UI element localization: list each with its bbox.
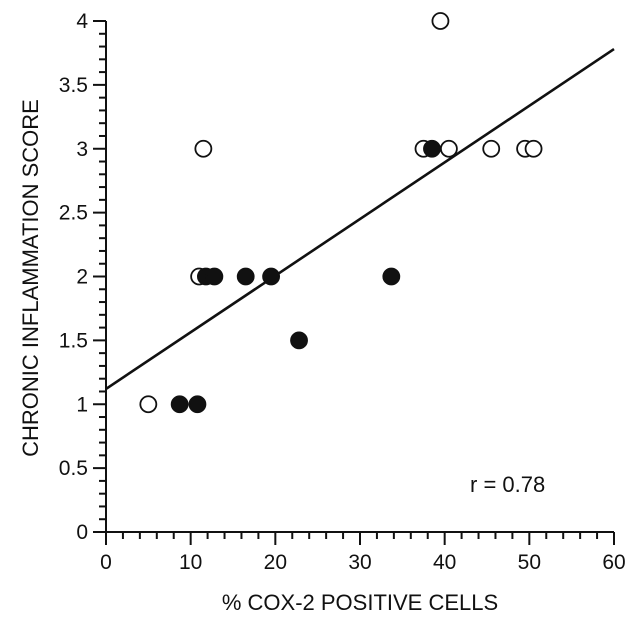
y-tick-label: 1: [76, 393, 88, 416]
x-tick-label: 30: [348, 551, 371, 574]
filled-data-point: [236, 267, 255, 286]
x-axis-title: % COX-2 POSITIVE CELLS: [222, 590, 498, 615]
correlation-annotation: r = 0.78: [470, 472, 545, 497]
y-tick-label: 0.5: [59, 457, 88, 480]
open-data-point: [139, 395, 158, 414]
filled-data-point: [290, 331, 308, 350]
y-tick-label: 2.5: [59, 202, 88, 225]
open-data-point: [439, 139, 458, 158]
filled-data-point: [188, 395, 207, 414]
x-tick-label: 10: [179, 551, 202, 574]
filled-data-point: [262, 267, 281, 286]
axes: 0 10 20 30 40 50 60 0 0.5 1 1.5 2 2.5 3 3.5 4: [59, 10, 626, 574]
y-tick-label: 3.5: [59, 74, 88, 97]
open-data-point: [524, 139, 543, 158]
y-axis-title: CHRONIC INFLAMMATION SCORE: [18, 99, 43, 457]
open-data-point: [482, 139, 501, 158]
open-data-point: [431, 12, 450, 30]
x-tick-label: 50: [518, 551, 541, 574]
regression-line: [105, 48, 615, 391]
y-tick-label: 2: [76, 266, 88, 289]
filled-data-point: [382, 267, 401, 286]
y-tick-label: 0: [76, 521, 88, 544]
open-data-point: [194, 139, 213, 158]
x-tick-label: 40: [433, 551, 456, 574]
y-tick-label: 1.5: [59, 329, 88, 352]
filled-data-point: [205, 267, 224, 286]
filled-data-point: [170, 395, 189, 414]
x-tick-label: 0: [100, 551, 112, 574]
plot-area: [105, 12, 615, 414]
x-tick-label: 60: [602, 551, 625, 574]
filled-data-point: [423, 139, 441, 158]
y-tick-label: 4: [76, 10, 88, 33]
x-tick-label: 20: [264, 551, 287, 574]
y-tick-label: 3: [76, 138, 88, 161]
